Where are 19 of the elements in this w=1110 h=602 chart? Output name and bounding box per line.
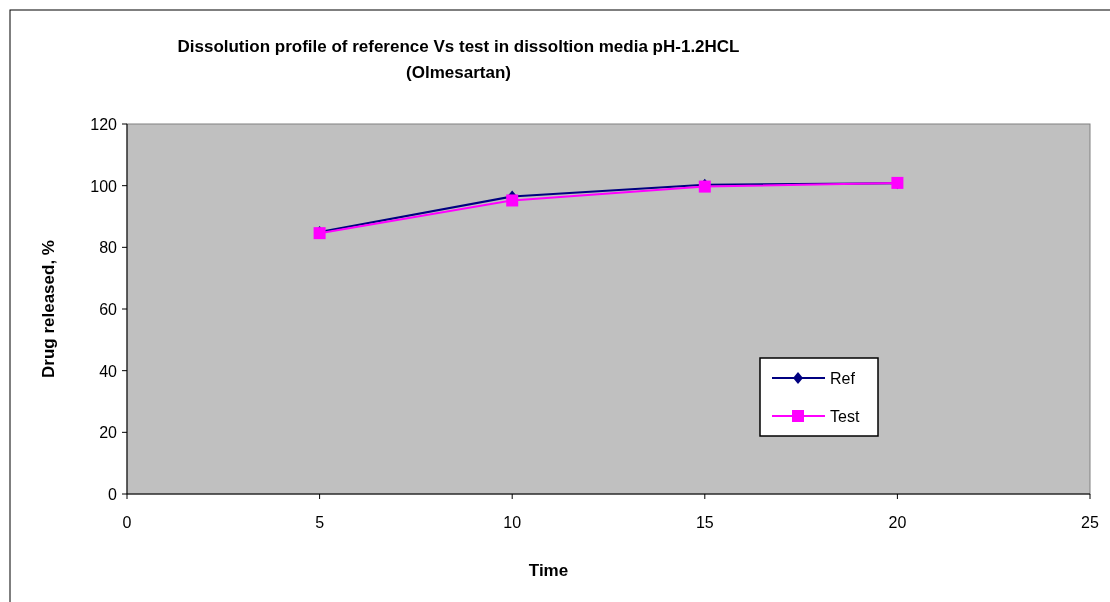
x-tick-label: 20 bbox=[888, 514, 907, 531]
x-tick-label: 25 bbox=[1081, 514, 1099, 531]
y-tick-label: 80 bbox=[99, 239, 118, 257]
x-tick-label: 5 bbox=[315, 514, 325, 531]
x-tick-label: 0 bbox=[122, 514, 132, 531]
y-tick-label: 60 bbox=[99, 301, 118, 318]
legend-label: Ref bbox=[830, 370, 856, 387]
chart-title: Dissolution profile of reference Vs test in dissoltion media pH-1.2HCL (Olmesartan) bbox=[177, 37, 740, 82]
x-axis-title: Time bbox=[528, 561, 569, 580]
y-tick-label: 0 bbox=[108, 486, 118, 503]
x-tick-label: 15 bbox=[695, 514, 714, 531]
y-tick-label: 120 bbox=[90, 116, 118, 133]
point bbox=[506, 194, 519, 207]
y-axis-title: Drug released, % bbox=[39, 240, 58, 378]
y-tick-label: 100 bbox=[90, 177, 118, 195]
legend-label: Test bbox=[830, 408, 860, 425]
y-tick-label: 40 bbox=[99, 362, 118, 380]
y-tick-label: 20 bbox=[99, 424, 118, 442]
x-tick-label: 10 bbox=[503, 514, 522, 531]
